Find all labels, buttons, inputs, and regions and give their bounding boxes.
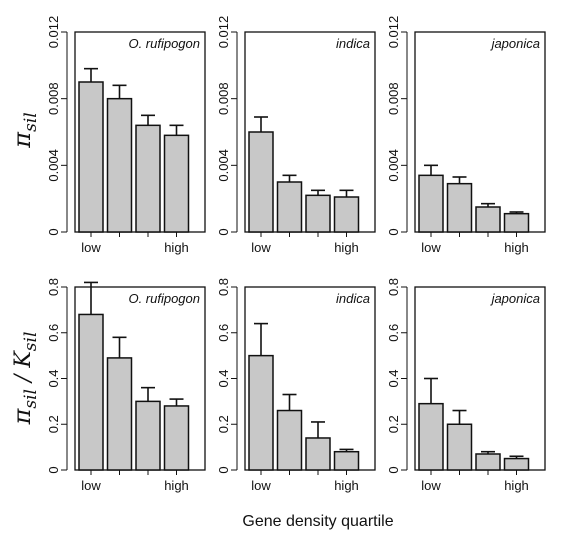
x-tick-label: high: [164, 240, 189, 255]
bar: [305, 437, 331, 471]
y-tick-label: 0.6: [386, 324, 401, 342]
bar: [248, 131, 274, 233]
x-tick-label: high: [334, 478, 359, 493]
bar: [333, 196, 360, 233]
panel-title: O. rufipogon: [128, 291, 200, 306]
y-tick-label: 0: [46, 466, 61, 473]
panel-title: O. rufipogon: [128, 36, 200, 51]
bar: [503, 457, 530, 471]
y-tick-label: 0.8: [46, 278, 61, 296]
y-tick-label: 0.2: [216, 415, 231, 433]
bar: [135, 400, 161, 471]
y-tick-label: 0.8: [216, 278, 231, 296]
x-tick-label: high: [164, 478, 189, 493]
bar: [135, 124, 161, 233]
y-tick-label: 0.2: [386, 415, 401, 433]
panel-3: 0 0.004 0.008 0.012 low high japonica: [386, 16, 546, 255]
ylabel-main: π: [8, 407, 36, 425]
bar: [276, 181, 303, 233]
bar: [475, 206, 501, 233]
x-tick-label: low: [421, 478, 441, 493]
y-tick-label: 0.4: [216, 369, 231, 387]
y-tick-label: 0.008: [216, 82, 231, 115]
bar: [446, 182, 473, 233]
y-tick-label: 0.012: [216, 16, 231, 49]
row1-ylabel: πsil: [8, 112, 41, 148]
bar: [333, 450, 360, 471]
x-tick-label: low: [81, 478, 101, 493]
panel-1: 0 0.004 0.008 0.012 low high O. rufipogon: [46, 16, 206, 255]
bar: [446, 423, 473, 471]
y-tick-label: 0: [386, 228, 401, 235]
panel-5: 0 0.2 0.4 0.6 0.8 low high indica: [216, 278, 376, 493]
ylabel-sub-2: sil: [21, 332, 41, 352]
y-tick-label: 0.008: [46, 82, 61, 115]
ylabel-main: π: [8, 131, 36, 149]
x-tick-label: low: [421, 240, 441, 255]
y-tick-label: 0.2: [46, 415, 61, 433]
ylabel-sub: sil: [21, 389, 41, 409]
row2-ylabel: πsil / Ksil: [8, 332, 41, 426]
y-tick-label: 0.8: [386, 278, 401, 296]
y-tick-label: 0: [216, 466, 231, 473]
panel-title: japonica: [490, 36, 540, 51]
ylabel-main-2: K: [11, 350, 36, 369]
panel-4: 0 0.2 0.4 0.6 0.8 low high O. rufipogon: [46, 278, 206, 493]
ylabel-sub: sil: [21, 112, 41, 132]
bar: [78, 313, 104, 471]
panel-6: 0 0.2 0.4 0.6 0.8 low high japonica: [386, 278, 546, 493]
y-tick-label: 0.6: [46, 324, 61, 342]
y-tick-label: 0.4: [386, 369, 401, 387]
bar: [418, 402, 444, 471]
y-tick-label: 0.6: [216, 324, 231, 342]
bar: [106, 97, 133, 233]
y-tick-label: 0.004: [386, 149, 401, 182]
bar: [305, 194, 331, 233]
panel-title: indica: [336, 36, 370, 51]
y-tick-label: 0.004: [46, 149, 61, 182]
y-tick-label: 0: [386, 466, 401, 473]
y-tick-label: 0.004: [216, 149, 231, 182]
x-tick-label: high: [504, 478, 529, 493]
x-tick-label: low: [251, 478, 271, 493]
x-tick-label: high: [334, 240, 359, 255]
panel-2: 0 0.004 0.008 0.012 low high indica: [216, 16, 376, 255]
x-axis-label: Gene density quartile: [242, 513, 393, 530]
bar: [475, 453, 501, 471]
bar: [276, 409, 303, 471]
y-tick-label: 0: [46, 228, 61, 235]
x-tick-label: low: [251, 240, 271, 255]
bar: [163, 134, 190, 233]
y-tick-label: 0.008: [386, 82, 401, 115]
x-tick-label: low: [81, 240, 101, 255]
bar: [418, 174, 444, 233]
panel-title: japonica: [490, 291, 540, 306]
y-tick-label: 0.012: [386, 16, 401, 49]
y-tick-label: 0.012: [46, 16, 61, 49]
bar: [163, 405, 190, 471]
bar: [248, 354, 274, 471]
y-tick-label: 0.4: [46, 369, 61, 387]
bar: [78, 81, 104, 233]
y-tick-label: 0: [216, 228, 231, 235]
x-tick-label: high: [504, 240, 529, 255]
bar: [106, 357, 133, 471]
panel-title: indica: [336, 291, 370, 306]
ylabel-slash: /: [11, 368, 36, 389]
bar: [503, 212, 530, 233]
